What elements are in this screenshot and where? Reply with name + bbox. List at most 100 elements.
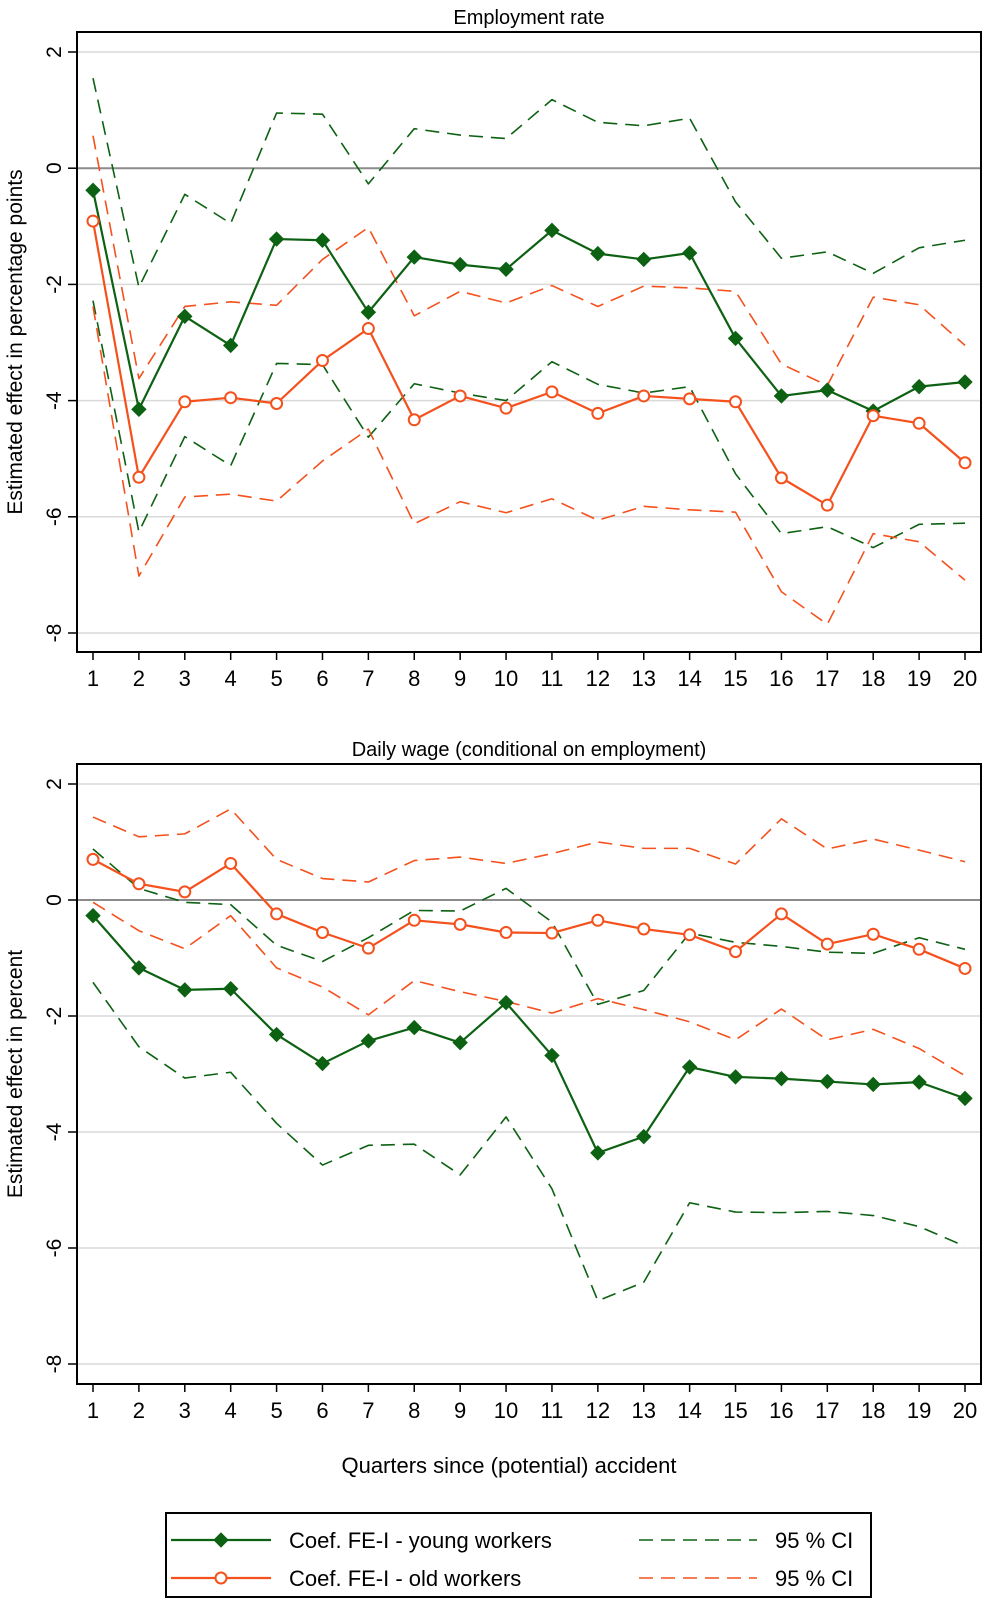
point-old	[315, 354, 329, 368]
point-young	[681, 1059, 698, 1075]
legend-marker-diamond	[213, 1532, 229, 1548]
point-young	[727, 330, 744, 347]
x-tick-label: 2	[133, 666, 145, 691]
y-tick-label: -6	[43, 507, 66, 526]
x-tick-label: 7	[362, 666, 374, 691]
point-young	[177, 982, 193, 998]
x-tick-label: 9	[454, 1398, 466, 1423]
x-tick-label: 14	[677, 666, 701, 691]
point-young	[957, 1090, 973, 1107]
point-young	[360, 1033, 377, 1049]
series-old-ci-lower	[92, 901, 966, 1077]
legend-label: 95 % CI	[775, 1528, 853, 1553]
legend-label: Coef. FE-I - young workers	[289, 1528, 552, 1553]
series-old-ci-lower	[92, 306, 966, 626]
point-old	[132, 470, 146, 484]
x-tick-label: 15	[723, 666, 747, 691]
series-young-ci-lower	[92, 300, 966, 549]
point-old	[729, 945, 743, 959]
x-tick-label: 3	[179, 666, 191, 691]
point-young	[131, 401, 147, 418]
x-tick-label: 18	[861, 1398, 885, 1423]
point-young	[957, 374, 973, 390]
series-old-ci-upper	[92, 808, 966, 883]
point-old	[453, 917, 467, 931]
point-old	[270, 907, 284, 921]
point-old	[866, 927, 880, 941]
x-tick-label: 16	[769, 666, 793, 691]
point-old	[912, 416, 926, 430]
legend-marker-circle	[214, 1571, 228, 1585]
x-tick-label: 15	[723, 1398, 747, 1423]
point-young	[544, 222, 560, 239]
x-tick-label: 17	[815, 1398, 839, 1423]
point-young	[406, 249, 422, 265]
point-young	[498, 261, 514, 278]
point-old	[270, 397, 284, 411]
point-old	[729, 395, 743, 409]
point-young	[911, 378, 927, 395]
x-tick-label: 4	[225, 666, 237, 691]
point-young	[177, 308, 193, 325]
plot-frame	[76, 763, 982, 1385]
series-young-coef	[92, 914, 966, 1154]
point-old	[86, 214, 100, 228]
legend: Coef. FE-I - young workers 95 % CI Coef. F…	[165, 1512, 872, 1598]
point-old	[637, 922, 651, 936]
x-tick-label: 11	[541, 1398, 564, 1423]
point-young	[865, 1076, 881, 1093]
point-young	[85, 182, 101, 198]
point-young	[636, 251, 652, 268]
series-old-coef	[92, 858, 966, 970]
point-young	[222, 981, 239, 997]
point-old	[637, 389, 651, 403]
series-young-coef	[91, 190, 966, 413]
point-old	[545, 385, 559, 399]
point-old	[774, 471, 788, 485]
point-old	[86, 852, 100, 866]
point-old	[774, 907, 788, 921]
point-young	[819, 1073, 836, 1090]
x-tick-label: 12	[586, 666, 610, 691]
point-old	[178, 885, 192, 899]
point-old	[361, 322, 375, 336]
x-tick-label: 20	[953, 1398, 977, 1423]
x-tick-label: 16	[769, 1398, 793, 1423]
x-tick-label: 13	[631, 666, 655, 691]
point-old	[958, 961, 972, 975]
point-old	[683, 928, 697, 942]
chart-title: Employment rate	[453, 7, 604, 29]
y-axis-title: Estimated effect in percentage points	[4, 169, 27, 514]
point-old	[132, 877, 146, 891]
legend-canvas: Coef. FE-I - young workers 95 % CI Coef. F…	[171, 1528, 853, 1591]
x-tick-label: 6	[316, 666, 328, 691]
point-old	[499, 925, 513, 939]
point-old	[453, 389, 467, 403]
point-old	[683, 392, 697, 406]
y-tick-label: -6	[43, 1239, 66, 1258]
point-young	[681, 245, 698, 261]
point-young	[452, 256, 468, 273]
point-old	[499, 401, 513, 415]
point-young	[314, 1055, 331, 1072]
point-old	[912, 942, 926, 956]
point-young	[406, 1019, 422, 1036]
point-young	[727, 1069, 744, 1085]
point-young	[590, 245, 606, 262]
point-old	[591, 913, 605, 927]
x-tick-label: 9	[454, 666, 466, 691]
point-young	[314, 232, 331, 248]
x-tick-label: 10	[494, 666, 518, 691]
point-young	[360, 304, 377, 320]
point-young	[590, 1145, 606, 1161]
x-tick-label: 19	[907, 1398, 931, 1423]
y-tick-label: 2	[43, 778, 66, 790]
point-old	[591, 406, 605, 420]
series-young-ci-lower	[92, 981, 966, 1302]
x-tick-label: 5	[270, 1398, 282, 1423]
point-young	[498, 994, 514, 1011]
x-tick-label: 13	[631, 1398, 655, 1423]
point-young	[773, 388, 790, 404]
point-young	[268, 231, 285, 247]
